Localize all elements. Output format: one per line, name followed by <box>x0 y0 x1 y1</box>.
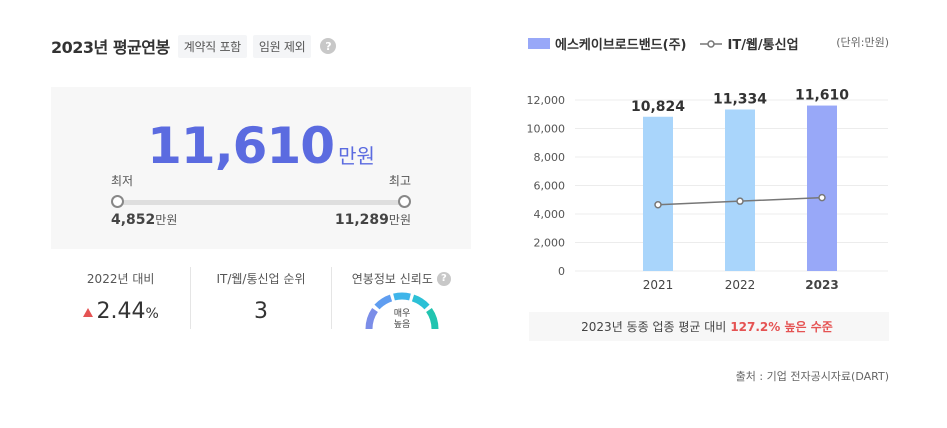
trust-help-icon[interactable]: ? <box>436 271 451 286</box>
range-min-handle <box>111 195 124 208</box>
stat-yoy: 2022년 대비 2.44% <box>51 267 190 329</box>
bar <box>807 105 837 272</box>
bar <box>643 116 673 271</box>
y-tick-label: 12,000 <box>527 94 566 107</box>
max-salary: 11,289만원 <box>335 211 411 228</box>
min-salary-value: 4,852 <box>111 212 156 228</box>
legend-industry: IT/웹/통신업 <box>727 38 799 53</box>
trust-label: 연봉정보 신뢰도? <box>352 270 451 287</box>
title-row: 2023년 평균연봉 계약직 포함 임원 제외 ? <box>51 34 337 58</box>
up-arrow-icon <box>82 307 93 317</box>
average-salary-unit: 만원 <box>338 144 375 168</box>
x-tick-label: 2023 <box>805 278 838 292</box>
min-salary: 4,852만원 <box>111 211 177 228</box>
yoy-number: 2.44 <box>96 299 146 324</box>
gauge-seg-3 <box>392 292 411 301</box>
y-tick-label: 2,000 <box>534 237 566 250</box>
stat-trust: 연봉정보 신뢰도? 매우 높음 <box>330 267 471 330</box>
x-tick-label: 2022 <box>725 278 756 292</box>
salary-summary-box: 11,610 만원 최저 최고 4,852만원 11,289만원 <box>51 87 471 249</box>
unit-note: (단위:만원) <box>836 36 889 49</box>
gauge-text-1: 매우 <box>393 308 410 319</box>
salary-bar-chart: 0 2,000 4,000 6,000 8,000 10,000 12,000 10,824 2… <box>527 88 888 292</box>
gauge-seg-2 <box>374 294 392 310</box>
comparison-note: 2023년 동종 업종 평균 대비 127.2% 높은 수준 <box>529 312 889 341</box>
source-note: 출처 : 기업 전자공시자료(DART) <box>735 370 889 383</box>
rank-label: IT/웹/통신업 순위 <box>216 272 306 286</box>
bar-value-label: 11,334 <box>713 91 767 107</box>
x-tick-label: 2021 <box>643 278 674 292</box>
industry-point <box>654 200 662 209</box>
rank-value: 3 <box>253 299 268 324</box>
y-tick-label: 10,000 <box>527 123 566 136</box>
bar <box>725 109 755 271</box>
legend-company: 에스케이브로드밴드(주) <box>555 38 687 53</box>
average-salary-value: 11,610 <box>147 117 335 175</box>
comparison-highlight: 127.2% 높은 수준 <box>730 320 833 334</box>
yoy-value: 2.44% <box>51 299 190 324</box>
help-icon[interactable]: ? <box>320 38 337 54</box>
comparison-prefix: 2023년 동종 업종 평균 대비 <box>581 320 727 334</box>
trust-gauge: 매우 높음 <box>365 292 439 330</box>
industry-point <box>736 197 744 205</box>
y-tick-label: 8,000 <box>534 151 566 164</box>
industry-point <box>818 193 826 202</box>
stats-row: 2022년 대비 2.44% IT/웹/통신업 순위 3 연봉정보 신뢰도? 매… <box>51 267 471 330</box>
gauge-seg-1 <box>365 307 378 330</box>
tag-contract-included: 계약직 포함 <box>177 34 247 58</box>
gauge-seg-4 <box>411 294 430 310</box>
salary-range-track <box>117 200 405 205</box>
y-tick-label: 4,000 <box>534 208 566 221</box>
max-salary-value: 11,289 <box>334 212 389 228</box>
max-label: 최고 <box>388 174 411 188</box>
y-tick-label: 6,000 <box>534 180 566 193</box>
yoy-label: 2022년 대비 <box>86 272 155 286</box>
trust-label-text: 연봉정보 신뢰도 <box>351 272 433 286</box>
page-title: 2023년 평균연봉 <box>51 38 170 57</box>
max-salary-unit: 만원 <box>388 213 411 227</box>
legend-bar-swatch <box>528 38 550 49</box>
bar-value-label: 11,610 <box>795 88 849 104</box>
chart-legend: 에스케이브로드밴드(주) IT/웹/통신업 <box>528 34 799 53</box>
bar-value-label: 10,824 <box>631 99 685 115</box>
stat-rank: IT/웹/통신업 순위 3 <box>190 267 330 329</box>
legend-line-swatch <box>700 39 723 48</box>
gauge-seg-5 <box>425 307 439 330</box>
min-salary-unit: 만원 <box>155 213 178 227</box>
yoy-percent: % <box>145 306 159 322</box>
y-tick-label: 0 <box>558 265 565 278</box>
range-max-handle <box>398 195 411 208</box>
average-salary: 11,610 만원 <box>51 117 471 175</box>
min-label: 최저 <box>111 174 134 188</box>
gauge-text-2: 높음 <box>393 319 410 330</box>
tag-exec-excluded: 임원 제외 <box>252 34 312 58</box>
